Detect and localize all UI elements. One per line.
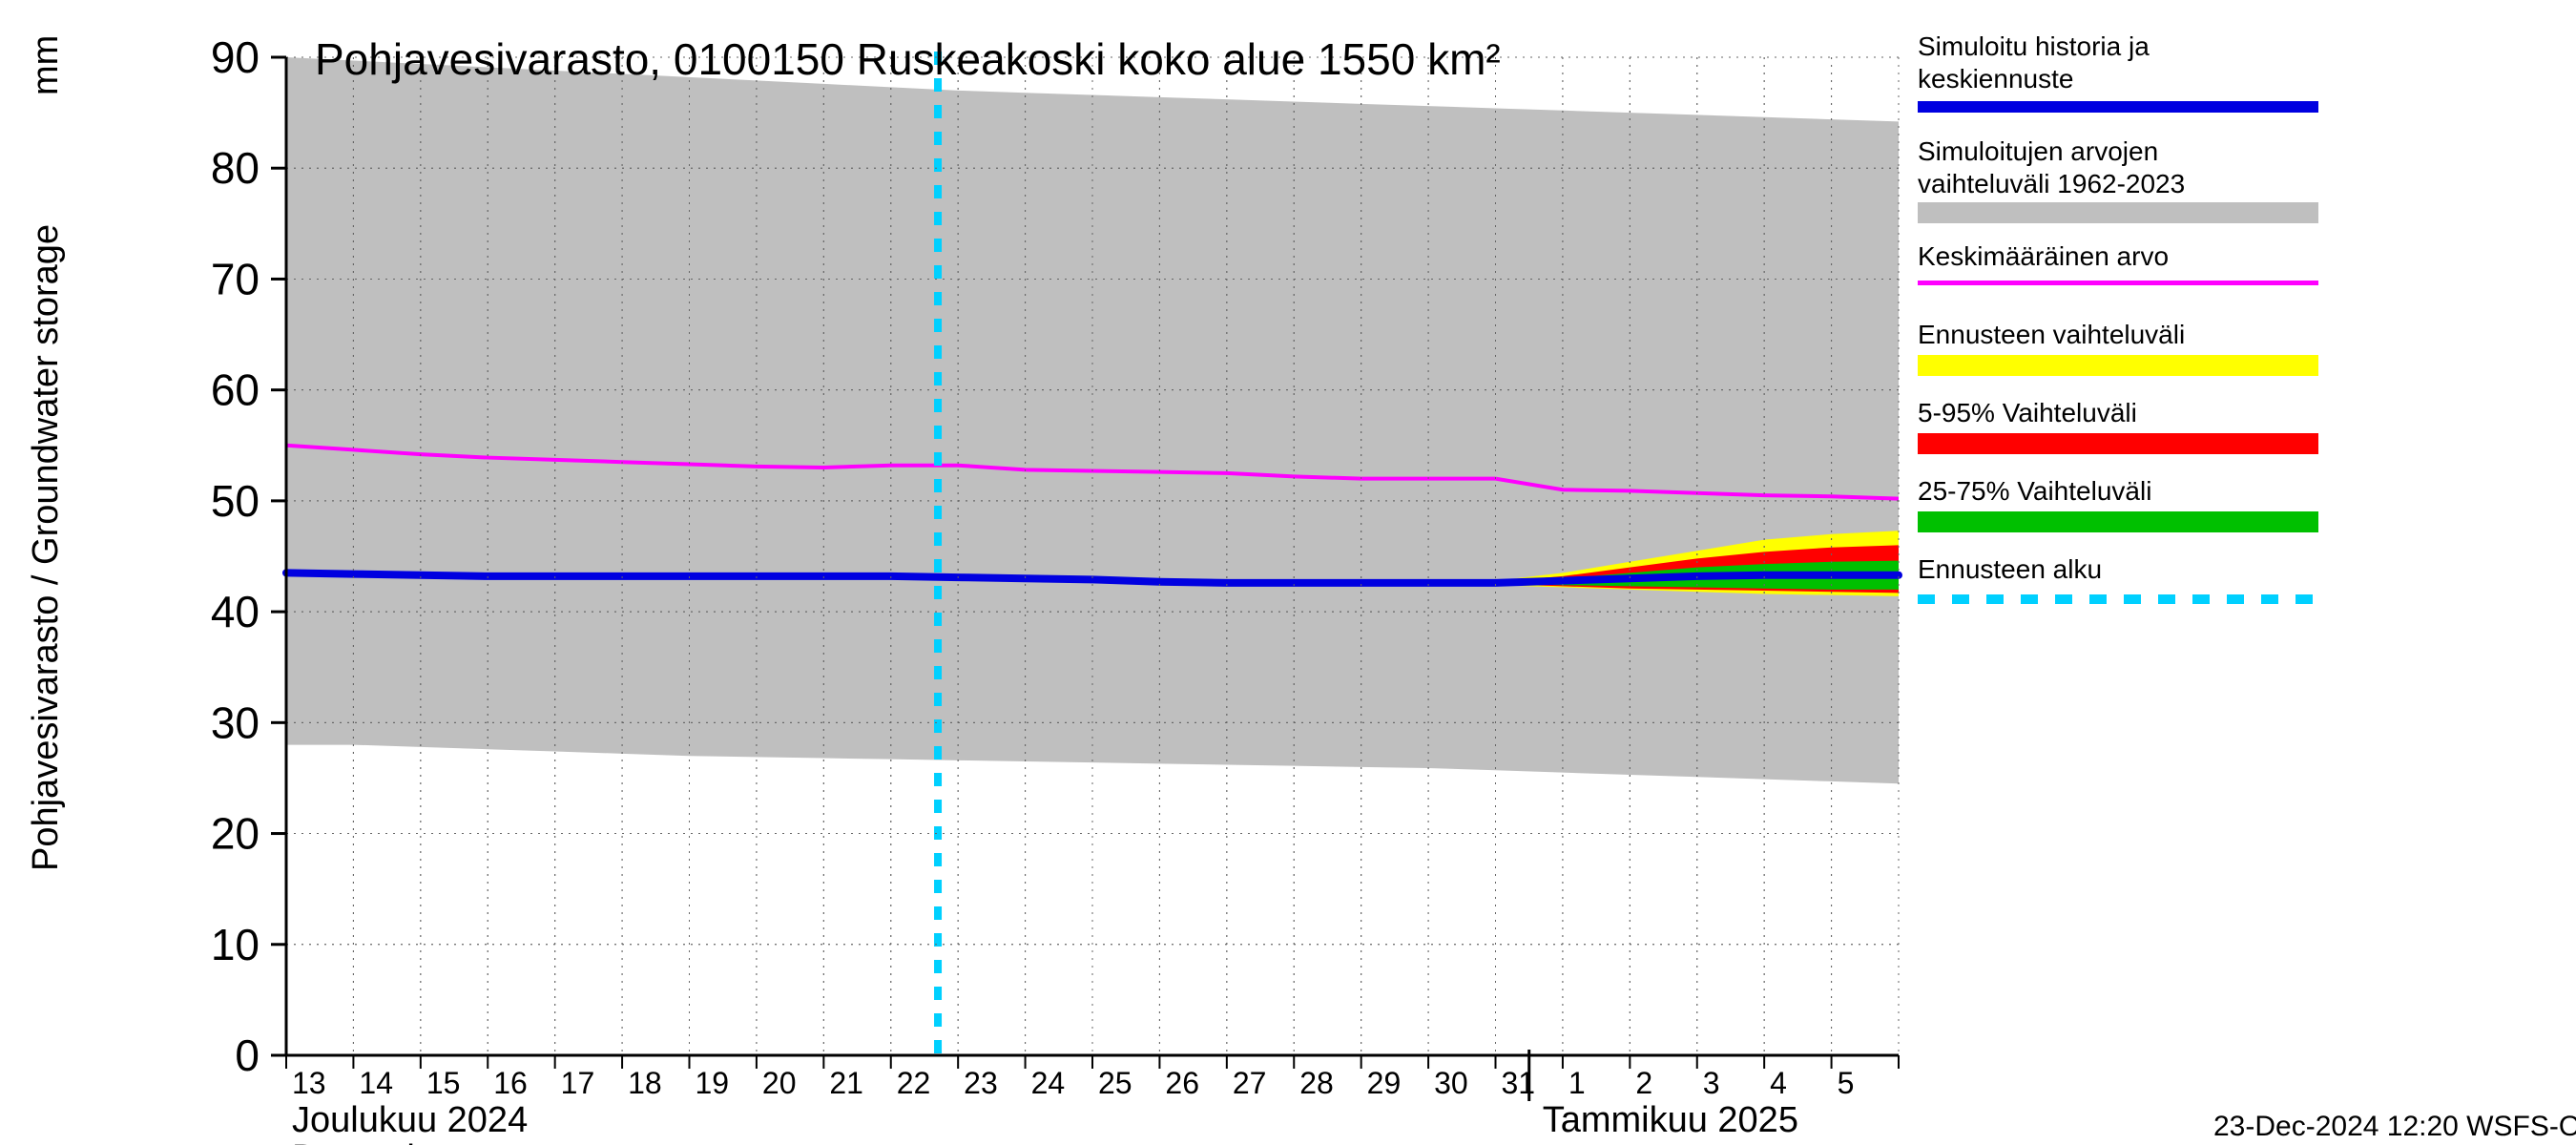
legend-swatch — [1918, 511, 2318, 532]
x-tick-label: 15 — [426, 1066, 461, 1100]
x-tick-label: 5 — [1838, 1066, 1855, 1100]
legend-label: Ennusteen vaihteluväli — [1918, 320, 2185, 349]
legend-label: Ennusteen alku — [1918, 554, 2102, 584]
x-tick-label: 16 — [493, 1066, 528, 1100]
historic-range-band — [286, 57, 1899, 783]
x-tick-label: 25 — [1098, 1066, 1132, 1100]
x-tick-label: 17 — [561, 1066, 595, 1100]
legend-swatch — [1918, 101, 2318, 113]
x-tick-label: 23 — [964, 1066, 998, 1100]
legend-label: vaihteluväli 1962-2023 — [1918, 169, 2185, 198]
legend-label: Keskimääräinen arvo — [1918, 241, 2169, 271]
y-axis-title: Pohjavesivarasto / Groundwater storage — [26, 224, 66, 871]
x-tick-label: 28 — [1299, 1066, 1334, 1100]
month-label-left-2: December — [292, 1138, 460, 1145]
month-label-right-1: Tammikuu 2025 — [1543, 1100, 1798, 1140]
legend-label: keskiennuste — [1918, 64, 2073, 94]
x-tick-label: 14 — [359, 1066, 393, 1100]
legend-label: Simuloitujen arvojen — [1918, 136, 2158, 166]
x-tick-label: 29 — [1367, 1066, 1402, 1100]
y-tick-label: 10 — [211, 920, 260, 969]
x-tick-label: 19 — [696, 1066, 730, 1100]
x-tick-label: 27 — [1233, 1066, 1267, 1100]
x-tick-label: 31 — [1502, 1066, 1536, 1100]
y-tick-label: 0 — [235, 1030, 260, 1080]
x-tick-label: 24 — [1031, 1066, 1066, 1100]
y-tick-label: 60 — [211, 365, 260, 415]
x-tick-label: 1 — [1568, 1066, 1586, 1100]
x-tick-label: 26 — [1165, 1066, 1199, 1100]
legend-swatch — [1918, 281, 2318, 285]
x-tick-label: 20 — [762, 1066, 797, 1100]
legend-swatch — [1918, 202, 2318, 223]
legend-swatch — [1918, 433, 2318, 454]
legend-swatch — [1918, 355, 2318, 376]
x-tick-label: 18 — [628, 1066, 662, 1100]
month-label-right-2: January — [1543, 1138, 1672, 1145]
chart-title: Pohjavesivarasto, 0100150 Ruskeakoski ko… — [315, 34, 1501, 84]
y-axis-unit: mm — [26, 35, 66, 95]
x-tick-label: 22 — [897, 1066, 931, 1100]
y-tick-label: 50 — [211, 476, 260, 526]
y-tick-label: 90 — [211, 32, 260, 82]
y-tick-label: 20 — [211, 809, 260, 859]
x-tick-label: 21 — [829, 1066, 863, 1100]
legend-label: 5-95% Vaihteluväli — [1918, 398, 2137, 427]
x-tick-label: 3 — [1703, 1066, 1720, 1100]
y-tick-label: 70 — [211, 254, 260, 303]
x-tick-label: 2 — [1635, 1066, 1652, 1100]
month-label-left-1: Joulukuu 2024 — [292, 1100, 528, 1140]
footer-timestamp: 23-Dec-2024 12:20 WSFS-O — [2213, 1111, 2576, 1142]
legend-label: 25-75% Vaihteluväli — [1918, 476, 2151, 506]
y-tick-label: 30 — [211, 697, 260, 747]
y-tick-label: 40 — [211, 587, 260, 636]
x-tick-label: 30 — [1434, 1066, 1468, 1100]
x-tick-label: 13 — [292, 1066, 326, 1100]
x-tick-label: 4 — [1770, 1066, 1787, 1100]
y-tick-label: 80 — [211, 143, 260, 193]
legend-label: Simuloitu historia ja — [1918, 31, 2150, 61]
